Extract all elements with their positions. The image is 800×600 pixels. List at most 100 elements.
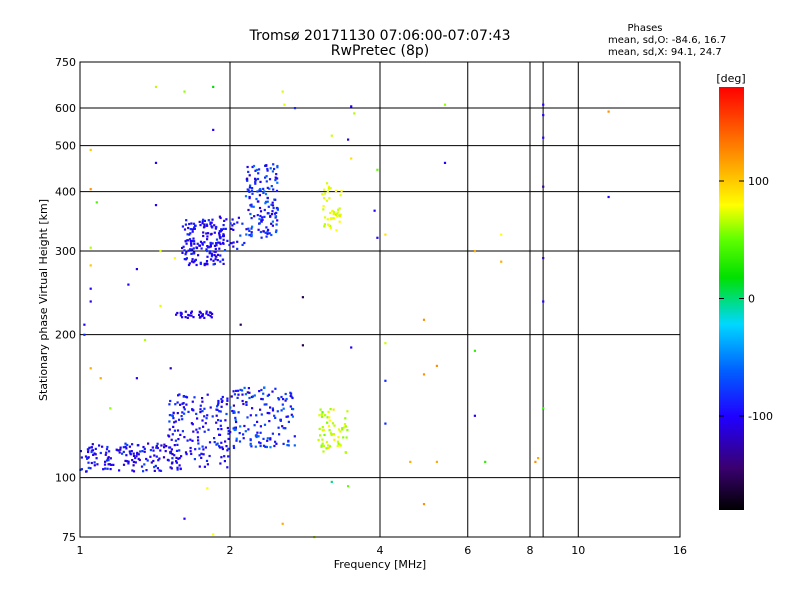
data-point: [206, 393, 209, 396]
data-point: [205, 260, 209, 263]
data-point: [219, 462, 222, 465]
data-point: [168, 420, 171, 423]
data-point: [233, 426, 236, 429]
data-point: [202, 226, 206, 229]
data-point: [248, 186, 251, 189]
data-point: [189, 438, 192, 441]
data-point: [281, 425, 284, 428]
data-point: [343, 423, 347, 426]
data-point: [273, 167, 276, 171]
data-point: [222, 234, 225, 238]
x-tick-label: 1: [77, 544, 84, 557]
data-point: [239, 388, 242, 391]
data-point: [189, 239, 192, 243]
data-point: [137, 444, 140, 447]
data-point: [142, 470, 145, 473]
data-point: [220, 428, 223, 431]
data-point: [210, 252, 213, 255]
data-point: [216, 259, 219, 262]
data-point: [213, 244, 217, 247]
data-point: [342, 436, 345, 439]
data-point: [239, 234, 242, 237]
data-point: [290, 392, 293, 395]
data-point: [267, 393, 271, 396]
data-point: [154, 464, 157, 467]
data-point: [264, 202, 267, 205]
data-point: [96, 463, 99, 466]
data-point: [241, 399, 244, 403]
data-point: [140, 465, 144, 468]
data-point: [175, 456, 178, 459]
data-point: [213, 224, 216, 227]
data-point: [137, 453, 140, 456]
data-point: [338, 220, 341, 223]
data-point: [473, 250, 476, 253]
chart-title: Tromsø 20171130 07:06:00-07:07:43: [249, 28, 511, 44]
data-point: [195, 412, 198, 415]
data-point: [321, 438, 324, 441]
data-point: [253, 394, 256, 397]
data-point: [190, 314, 193, 317]
data-point: [132, 460, 135, 464]
data-point: [209, 251, 212, 254]
data-point: [189, 232, 192, 235]
data-point: [153, 469, 156, 472]
data-point: [265, 226, 268, 229]
data-point: [124, 445, 127, 448]
data-point: [247, 189, 250, 192]
data-point: [176, 401, 179, 404]
data-point: [274, 440, 277, 443]
data-point: [164, 450, 167, 453]
data-point: [259, 425, 262, 428]
data-point: [107, 463, 110, 466]
data-point: [238, 440, 242, 443]
data-point: [268, 178, 272, 181]
data-point: [184, 316, 187, 319]
data-point: [187, 410, 190, 413]
data-point: [235, 437, 238, 440]
data-point: [157, 459, 160, 462]
data-point: [191, 248, 194, 251]
data-point: [264, 445, 267, 448]
data-point: [266, 232, 269, 235]
data-point: [192, 252, 195, 255]
data-point: [227, 429, 230, 433]
data-point: [231, 224, 234, 227]
data-point: [211, 415, 214, 418]
data-point: [326, 218, 329, 221]
data-point: [147, 442, 150, 445]
data-point: [189, 446, 192, 450]
data-point: [275, 173, 278, 176]
data-point: [256, 214, 259, 217]
data-point: [206, 255, 209, 258]
data-point: [176, 412, 179, 415]
data-point: [89, 467, 92, 470]
data-point: [216, 405, 219, 408]
data-point: [261, 218, 264, 221]
data-point: [191, 258, 194, 261]
data-point: [259, 431, 262, 434]
data-point: [209, 241, 212, 244]
data-point: [270, 213, 273, 216]
grid-lines: [80, 62, 680, 537]
data-point: [184, 451, 188, 454]
data-point: [292, 408, 295, 411]
data-point: [232, 411, 235, 414]
data-point: [247, 208, 250, 212]
data-point: [435, 364, 438, 367]
data-point: [219, 237, 222, 240]
data-point: [384, 379, 387, 382]
data-point: [184, 240, 187, 243]
data-point: [191, 230, 194, 233]
data-point: [272, 206, 275, 210]
data-point: [258, 206, 262, 210]
data-point: [214, 247, 217, 251]
data-point: [201, 397, 204, 400]
data-point: [229, 406, 232, 409]
data-point: [130, 450, 133, 453]
data-point: [289, 405, 292, 408]
data-point: [206, 245, 209, 248]
data-point: [89, 264, 92, 267]
data-point: [208, 441, 212, 444]
data-point: [159, 304, 162, 307]
